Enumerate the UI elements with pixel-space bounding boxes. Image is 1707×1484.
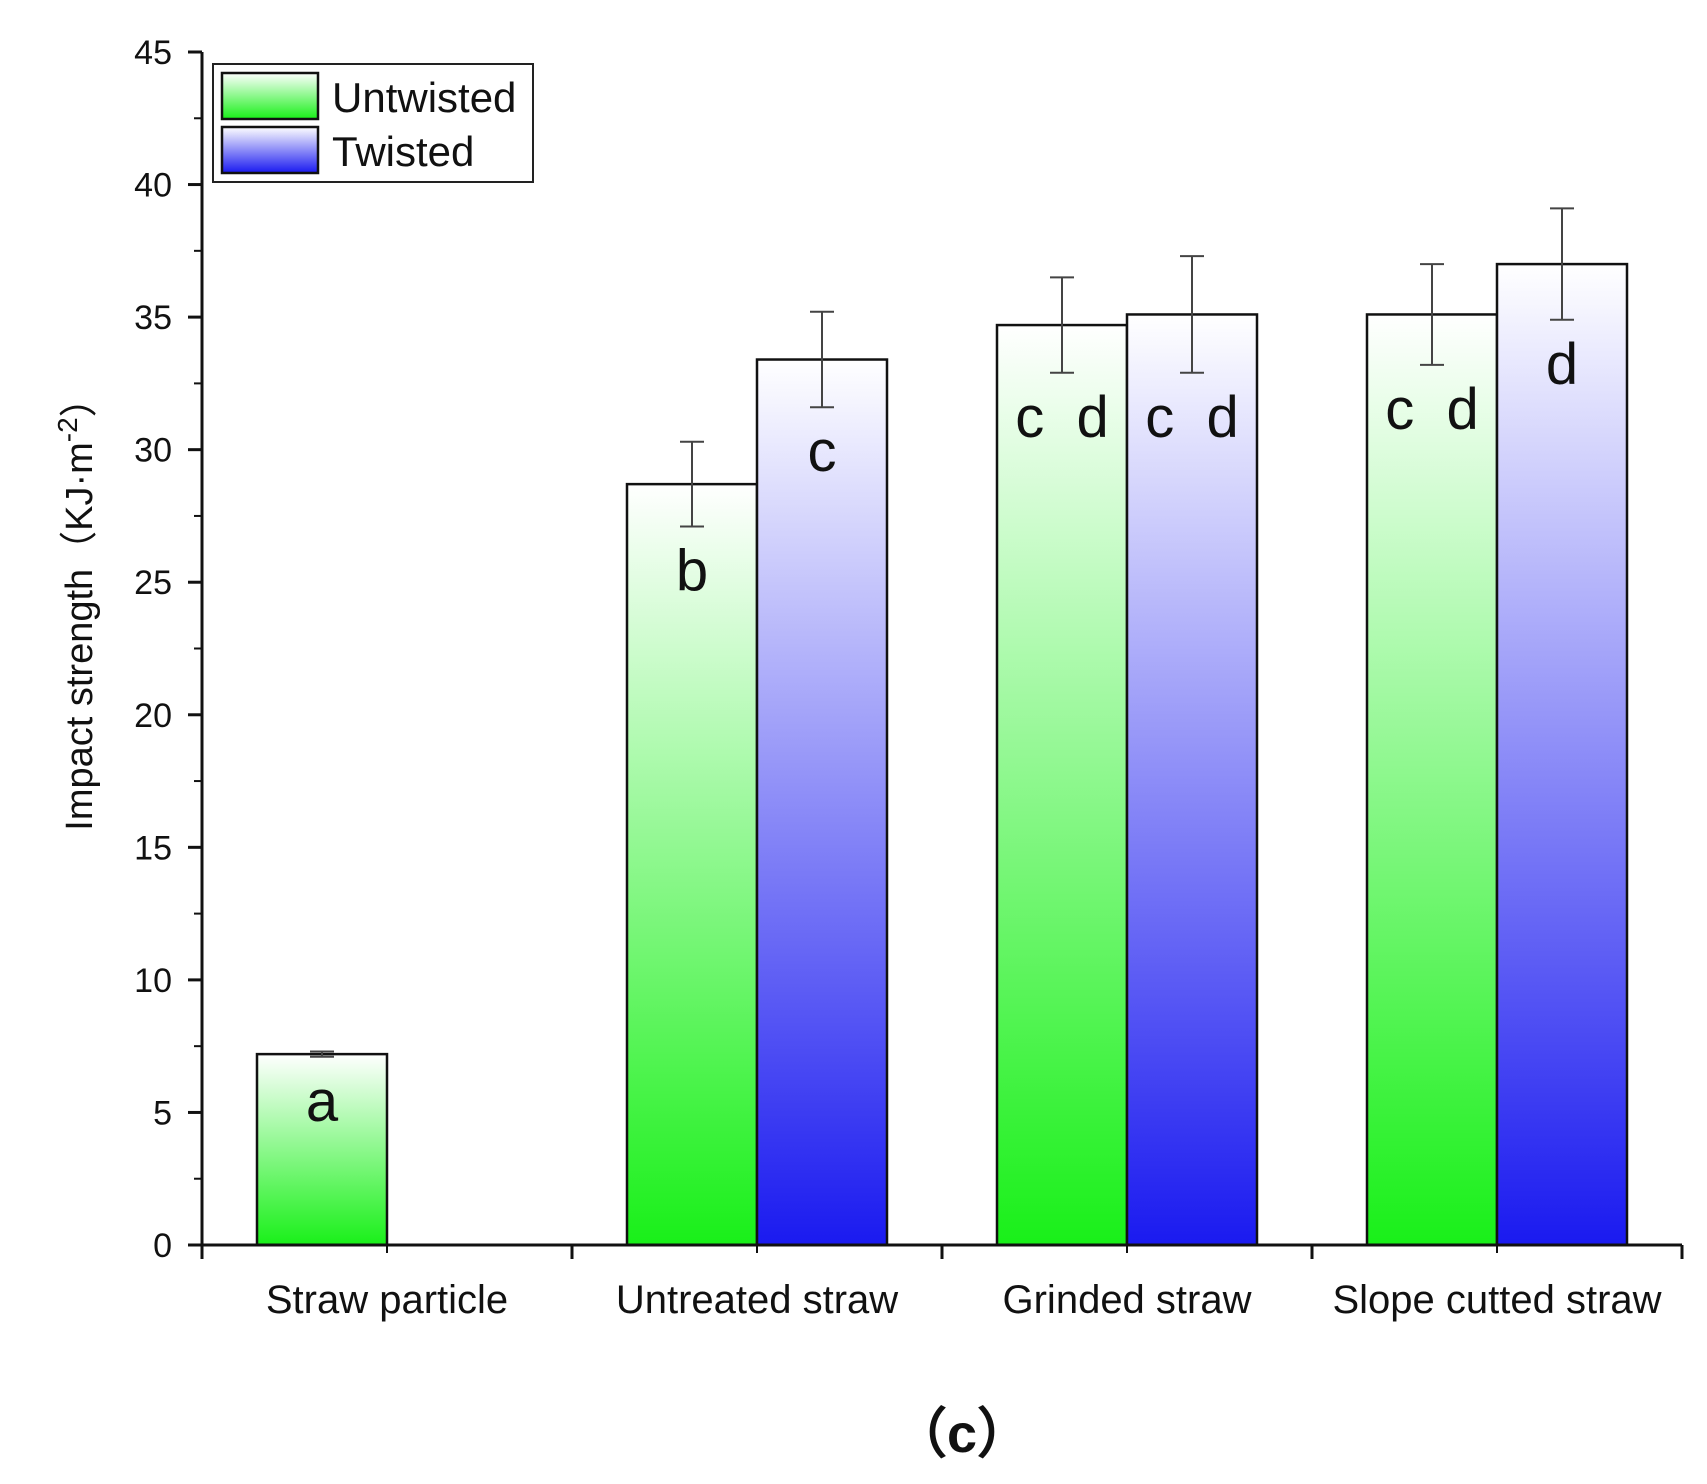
legend-swatch-twisted [220,125,320,175]
significance-label-twisted-2: c d [1145,385,1239,450]
significance-label-untwisted-3: c d [1385,377,1479,442]
y-tick-label-7: 35 [134,299,172,337]
y-tick-label-8: 40 [134,167,172,205]
bars-layer [255,207,1629,1247]
legend-label-untwisted: Untwisted [332,74,516,121]
x-category-label-2: Grinded straw [1003,1278,1252,1322]
axes-layer: 0 5 10 15 20 25 30 35 40 45 Straw particle Untreate… [134,34,1684,1322]
bar-twisted-3 [1495,262,1629,1247]
y-tick-label-9: 45 [134,34,172,72]
y-tick-label-5: 25 [134,564,172,602]
labels-layer: a b c c d c d c d d [306,332,1578,1134]
bar-twisted-1 [755,358,889,1247]
y-tick-label-6: 30 [134,432,172,470]
y-tick-label-3: 15 [134,829,172,867]
significance-label-untwisted-2: c d [1015,385,1109,450]
significance-label-untwisted-1: b [676,539,708,604]
legend-swatch-untwisted [220,71,320,121]
significance-label-twisted-3: d [1546,332,1578,397]
y-axis-title: Impact strength（KJ·m-2） [52,379,102,830]
bar-untwisted-0 [255,1052,389,1247]
y-tick-label-4: 20 [134,697,172,735]
panel-label: （c） [893,1404,1031,1464]
y-tick-label-2: 10 [134,962,172,1000]
x-category-label-3: Slope cutted straw [1332,1278,1661,1322]
significance-label-untwisted-0: a [306,1069,339,1134]
y-tick-label-0: 0 [153,1227,172,1265]
y-tick-label-1: 5 [153,1094,172,1132]
legend-label-twisted: Twisted [332,128,474,175]
bar-untwisted-3 [1365,313,1499,1247]
legend: Untwisted Twisted [212,63,534,183]
bar-untwisted-2 [995,323,1129,1247]
x-category-label-1: Untreated straw [616,1278,898,1322]
bar-twisted-2 [1125,313,1259,1247]
x-category-label-0: Straw particle [266,1278,508,1322]
significance-label-twisted-1: c [808,419,837,484]
